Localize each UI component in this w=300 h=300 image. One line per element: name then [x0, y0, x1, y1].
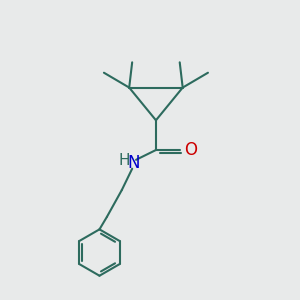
Text: O: O — [184, 141, 197, 159]
Text: H: H — [118, 154, 130, 169]
Text: N: N — [128, 154, 140, 172]
